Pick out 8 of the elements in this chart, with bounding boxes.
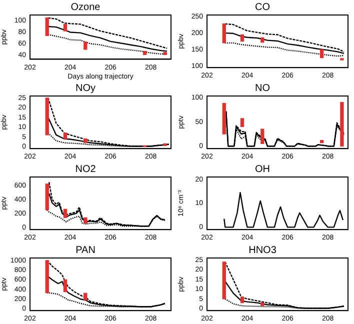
chart-title: NO <box>255 82 270 94</box>
chart-title: HNO3 <box>248 244 277 256</box>
chart-title: OH <box>255 164 270 175</box>
chart-title: NOy <box>76 82 96 94</box>
chart-title: Ozone <box>70 2 101 13</box>
chart-title: CO <box>255 2 270 13</box>
chart-title: PAN <box>76 244 96 256</box>
chart-title: NO2 <box>75 164 96 175</box>
